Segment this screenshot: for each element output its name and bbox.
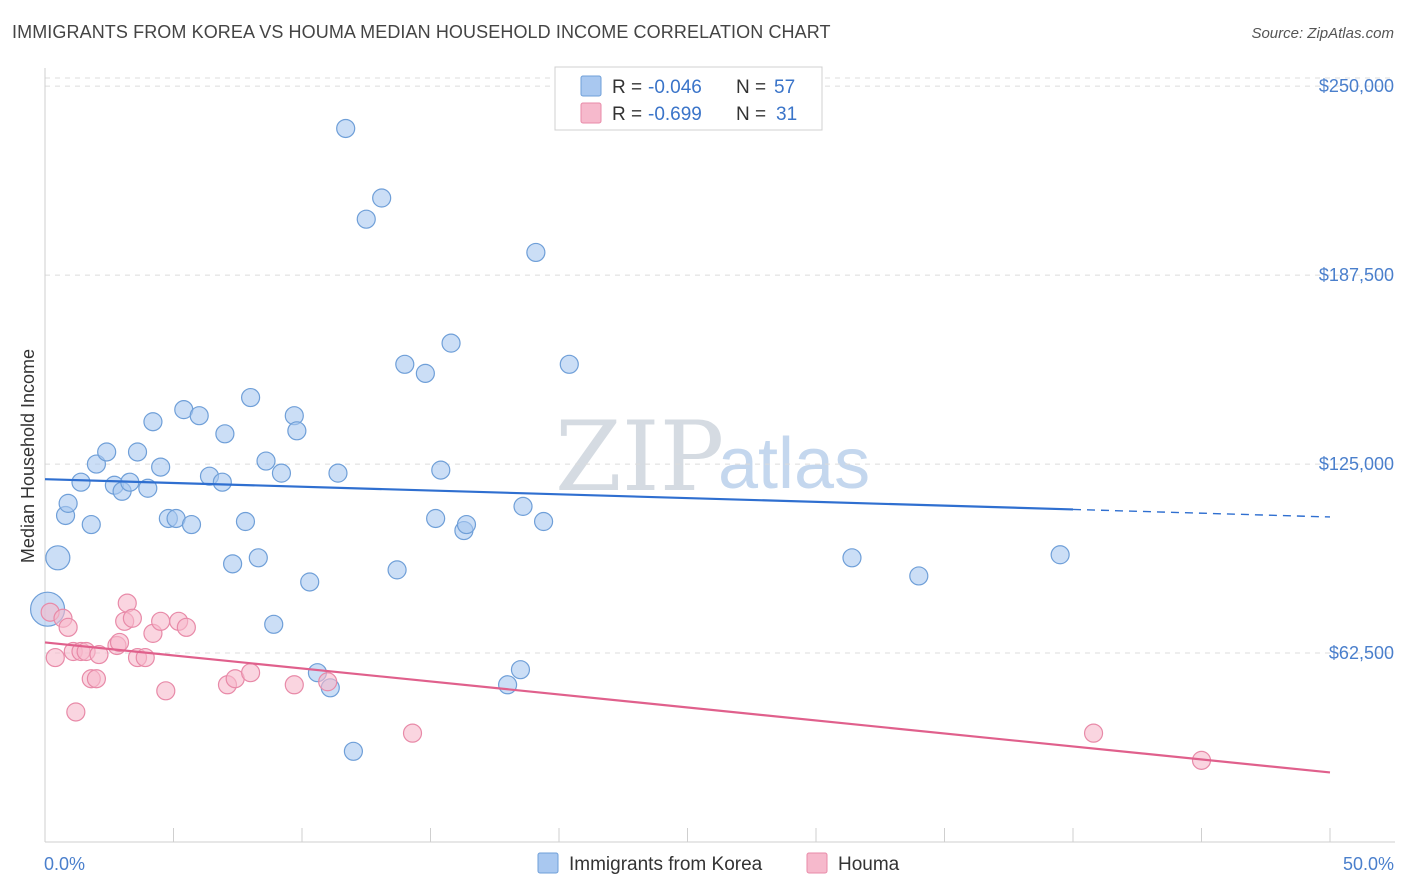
korea-point (328, 463, 348, 483)
korea-point (287, 421, 307, 441)
y-tick-label: $250,000 (1319, 76, 1394, 96)
houma-point (89, 644, 109, 665)
grid-lines (45, 77, 1395, 654)
korea-point (235, 511, 256, 532)
legend: R = -0.046 N = 57 R = -0.699 N = 31 (554, 66, 823, 131)
korea-point (127, 442, 148, 462)
x-tick-label-max: 50.0% (1343, 854, 1394, 874)
bottom-legend: Immigrants from Korea Houma (537, 852, 900, 875)
legend-n-value-houma: 31 (776, 104, 797, 125)
y-axis-label: Median Household Income (18, 349, 38, 563)
korea-point (356, 209, 376, 229)
series-houma-points (40, 593, 1212, 770)
y-tick-label: $125,000 (1319, 454, 1394, 474)
x-tick-label-min: 0.0% (44, 854, 85, 874)
korea-trend-line (44, 478, 1074, 511)
korea-point (97, 442, 117, 462)
bottom-legend-swatch-korea (537, 852, 559, 874)
legend-n-value-korea: 57 (774, 77, 795, 98)
legend-r-label-korea: R = (612, 77, 642, 98)
legend-r-value-houma: -0.699 (648, 104, 702, 125)
houma-point (402, 723, 423, 743)
korea-point (181, 514, 202, 535)
korea-point (189, 406, 209, 426)
korea-point (71, 472, 91, 492)
korea-point (45, 545, 71, 571)
y-tick-label: $62,500 (1329, 643, 1394, 663)
korea-point (271, 463, 292, 483)
korea-point (395, 354, 415, 374)
houma-point (156, 681, 176, 701)
korea-point (498, 675, 518, 695)
bottom-legend-label-korea: Immigrants from Korea (569, 854, 763, 875)
korea-point (336, 118, 356, 139)
korea-point (431, 460, 451, 480)
korea-point (909, 566, 929, 586)
houma-point (86, 669, 107, 689)
houma-point (58, 617, 78, 637)
houma-point (284, 675, 304, 695)
legend-r-value-korea: -0.046 (648, 77, 702, 98)
korea-point (264, 614, 284, 634)
korea-point (441, 333, 461, 353)
korea-point (138, 478, 158, 498)
korea-point (426, 508, 446, 529)
legend-swatch-houma (580, 102, 602, 124)
watermark-atlas: atlas (718, 424, 870, 504)
korea-trend-extension (1072, 508, 1331, 518)
bottom-legend-label-houma: Houma (838, 854, 900, 875)
legend-swatch-korea (580, 75, 602, 97)
korea-point (372, 188, 392, 208)
houma-point (122, 608, 142, 628)
houma-point (45, 647, 65, 668)
korea-point (215, 424, 235, 444)
korea-point (151, 457, 171, 477)
houma-point (241, 663, 261, 683)
chart-title: IMMIGRANTS FROM KOREA VS HOUMA MEDIAN HO… (12, 22, 831, 42)
legend-n-label-houma: N = (736, 104, 766, 125)
korea-point (1050, 545, 1070, 565)
korea-point (526, 242, 546, 263)
legend-n-label-korea: N = (736, 77, 766, 98)
source-credit: Source: ZipAtlas.com (1251, 25, 1394, 42)
korea-point (513, 496, 533, 516)
legend-r-label-houma: R = (612, 104, 642, 125)
korea-point (387, 560, 407, 580)
y-tick-labels: $62,500 $125,000 $187,500 $250,000 (1319, 76, 1394, 663)
houma-point (109, 632, 130, 653)
houma-point (176, 617, 196, 637)
korea-point (533, 511, 554, 532)
bottom-legend-swatch-houma (806, 852, 828, 874)
y-tick-label: $187,500 (1319, 265, 1394, 285)
korea-point (510, 660, 531, 680)
houma-point (66, 702, 86, 722)
korea-point (456, 514, 477, 535)
korea-point (241, 387, 261, 408)
korea-point (842, 548, 862, 568)
houma-point (318, 672, 338, 692)
korea-point (81, 514, 101, 535)
korea-point (212, 472, 232, 492)
korea-point (143, 412, 163, 432)
korea-point (343, 741, 363, 761)
korea-point (248, 548, 268, 568)
houma-point (1083, 723, 1104, 743)
houma-point (151, 611, 171, 631)
korea-point (58, 493, 78, 513)
series-korea-points (29, 118, 1070, 761)
korea-point (300, 572, 320, 592)
trend-lines (44, 478, 1331, 774)
korea-point (223, 554, 243, 574)
axes (44, 68, 1395, 843)
korea-point (415, 363, 435, 383)
houma-trend-line (44, 641, 1331, 774)
korea-point (559, 354, 579, 374)
korea-point (256, 451, 276, 471)
